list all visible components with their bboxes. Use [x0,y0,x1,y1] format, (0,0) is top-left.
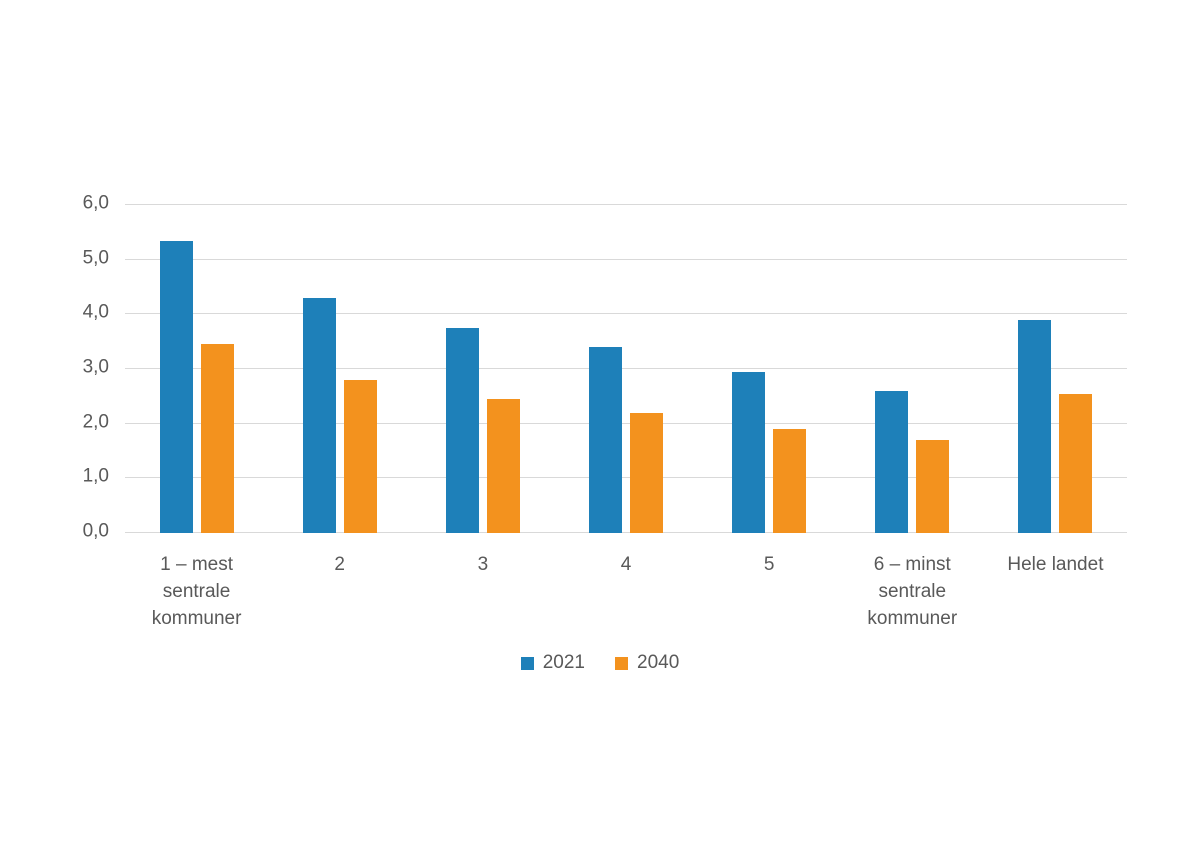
bar-groups [125,205,1127,533]
bar-2040 [916,440,950,533]
bar-2040 [1059,393,1093,533]
gridline: 1,0 [83,466,1127,487]
legend-item-2040: 2040 [615,652,679,674]
y-tick-label: 0,0 [82,520,109,542]
bar-group [841,205,984,533]
legend-label: 2040 [637,652,680,673]
gridline: 0,0 [83,521,1127,542]
bar-group [268,205,411,533]
bar-group [411,205,554,533]
y-tick-label: 1,0 [82,465,109,487]
y-tick-label: 2,0 [82,411,109,433]
legend: 2021 2040 [0,652,1200,674]
bar-2040 [200,344,234,533]
bar-2021 [159,240,193,533]
gridline: 6,0 [83,193,1127,214]
x-axis-label: Hele landet [1007,554,1104,575]
x-axis-label: 6 – minst sentrale kommuner [867,554,958,629]
legend-swatch-icon [615,656,628,670]
bar-group [984,205,1127,533]
x-axis-label: 4 [620,554,632,575]
x-axis-label: 2 [334,554,345,575]
bar-2040 [629,412,663,533]
gridline: 5,0 [83,247,1127,268]
legend-swatch-icon [520,656,534,670]
x-axis-labels: 1 – mest sentrale kommuner 2 3 4 5 6 – minst … [125,551,1127,632]
y-tick-label: 6,0 [82,192,109,214]
bar-2040 [343,379,377,533]
gridline: 4,0 [83,302,1127,323]
bar-2021 [302,297,336,533]
y-tick-label: 4,0 [82,301,109,323]
legend-label: 2021 [542,652,585,673]
bar-2021 [445,328,479,533]
gridline: 2,0 [83,411,1127,432]
bar-2040 [486,399,520,533]
bar-2040 [773,429,807,533]
x-axis-label: 3 [477,554,489,575]
bar-group [125,205,268,533]
bar-2021 [875,390,909,533]
legend-item-2021: 2021 [520,652,585,674]
gridline: 3,0 [83,357,1127,378]
y-tick-label: 3,0 [82,356,109,378]
bar-2021 [588,347,622,533]
bar-group [698,205,841,533]
bar-2021 [732,371,766,533]
plot-area: 0,0 1,0 2,0 3,0 4,0 5,0 6,0 [83,193,1127,542]
bar-group [554,205,697,533]
x-axis-label: 5 [763,554,775,575]
x-axis-label: 1 – mest sentrale kommuner [151,554,242,629]
bar-2021 [1018,319,1052,533]
y-tick-label: 5,0 [82,247,109,269]
